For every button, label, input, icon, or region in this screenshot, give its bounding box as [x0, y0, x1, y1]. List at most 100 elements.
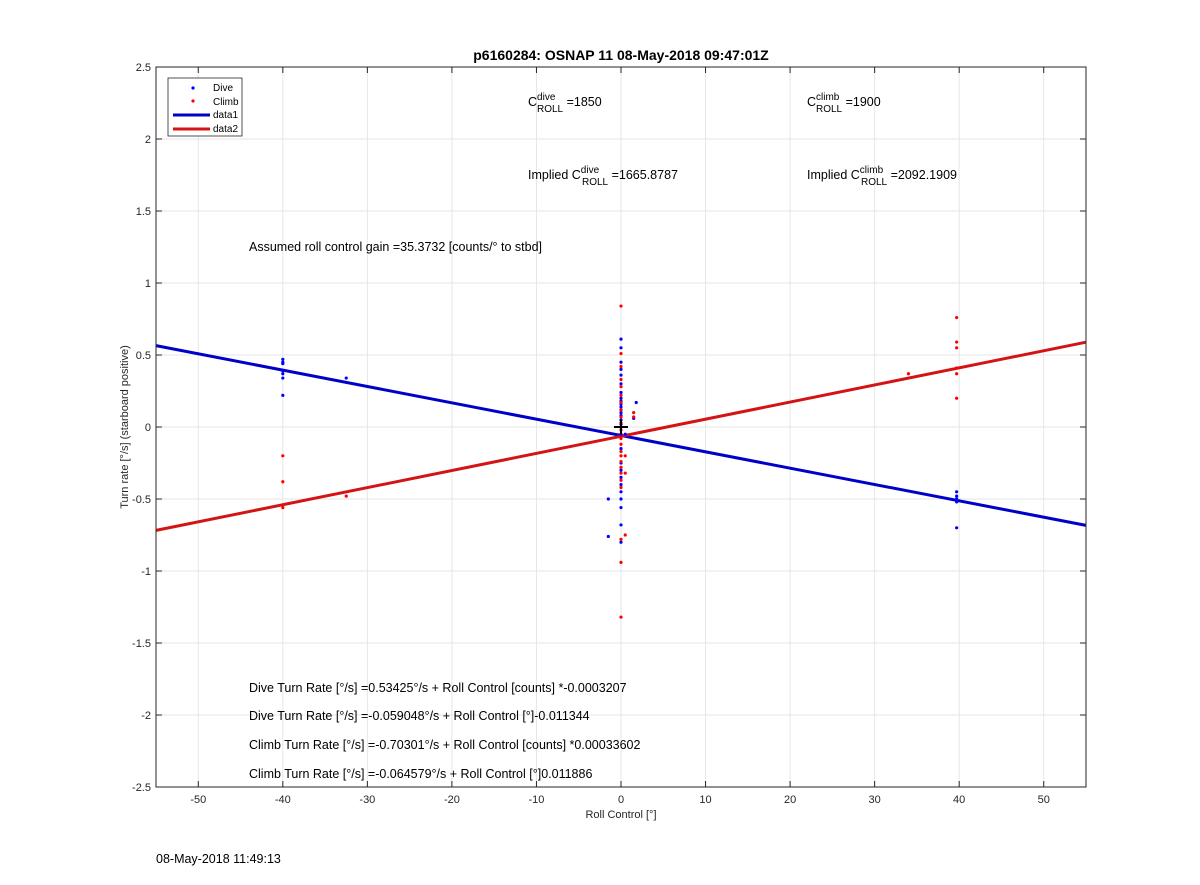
dive-point: [281, 372, 285, 376]
climb-point: [955, 366, 959, 370]
climb-point: [619, 415, 623, 419]
climb-point: [623, 471, 627, 475]
dive-point: [619, 405, 623, 409]
implied-climb-sub: ROLL: [861, 177, 888, 188]
climb-point: [906, 372, 911, 376]
climb-point: [619, 478, 623, 482]
climb-point: [632, 415, 636, 419]
dive-point: [281, 393, 285, 397]
climb-point: [619, 304, 623, 308]
dive-point: [623, 432, 627, 436]
climb-equation-counts: Climb Turn Rate [°/s] =-0.70301°/s + Rol…: [249, 738, 641, 752]
x-tick-label: 20: [784, 794, 796, 806]
y-tick-label: -0.5: [132, 494, 151, 506]
c-climb-prefix: C: [807, 95, 816, 109]
x-tick-label: 50: [1038, 794, 1050, 806]
x-tick-label: -30: [359, 794, 375, 806]
fit-line-data2: [155, 340, 1087, 532]
legend-dive-marker: [191, 86, 195, 90]
dive-point: [281, 357, 285, 361]
c-dive-value: =1850: [563, 95, 602, 109]
roll-gain-annotation: Assumed roll control gain =35.3732 [coun…: [249, 240, 542, 254]
legend-data2-label: data2: [213, 124, 238, 135]
c-dive-sup: dive: [537, 92, 556, 103]
climb-point: [619, 436, 623, 441]
y-tick-label: -1.5: [132, 638, 151, 650]
dive-point: [281, 362, 285, 366]
dive-point: [619, 367, 623, 371]
implied-dive-sup: dive: [581, 165, 600, 176]
x-tick-label: 0: [618, 794, 624, 806]
dive-equation-counts: Dive Turn Rate [°/s] =0.53425°/s + Roll …: [249, 681, 627, 695]
legend-climb-label: Climb: [213, 97, 239, 108]
climb-point: [632, 411, 636, 415]
y-tick-label: -1: [141, 566, 151, 578]
climb-point: [955, 372, 959, 376]
climb-point: [623, 533, 627, 537]
climb-point: [619, 560, 623, 564]
implied-climb-sup: climb: [860, 165, 884, 176]
climb-point: [619, 393, 623, 397]
dive-equation-degrees: Dive Turn Rate [°/s] =-0.059048°/s + Rol…: [249, 709, 590, 723]
c-climb-value: =1900: [842, 95, 881, 109]
x-tick-label: 10: [699, 794, 711, 806]
dive-point: [619, 475, 623, 479]
x-tick-label: -40: [275, 794, 291, 806]
legend-climb-marker: [191, 99, 195, 103]
footer-timestamp: 08-May-2018 11:49:13: [156, 852, 281, 866]
dive-point: [955, 497, 959, 501]
y-tick-label: 1.5: [136, 206, 151, 218]
implied-dive-value: =1665.8787: [608, 168, 678, 182]
dive-point: [619, 360, 623, 364]
climb-point: [619, 465, 623, 469]
dive-point: [606, 497, 610, 501]
dive-point: [281, 369, 285, 373]
implied-climb-value: =2092.1909: [887, 168, 957, 182]
scatter-points: [281, 304, 959, 619]
dive-point: [606, 534, 610, 539]
axis-ticks: -50 -40 -30 -20 -10 0 10 20 30 40 50-2.5-2-1.5-1-0…: [132, 62, 1086, 806]
y-tick-label: 1: [145, 278, 151, 290]
c-dive-prefix: C: [528, 95, 537, 109]
climb-point: [281, 480, 285, 484]
implied-dive-prefix: Implied C: [528, 168, 581, 182]
x-tick-label: 30: [869, 794, 881, 806]
implied-c-roll-climb-annotation: Implied Cclimb ROLL =2092.1909: [807, 165, 957, 188]
origin-cross-marker: [614, 420, 628, 434]
dive-point: [619, 373, 623, 377]
implied-c-roll-dive-annotation: Implied Cdive ROLL =1665.8787: [528, 165, 678, 188]
climb-point: [619, 385, 623, 389]
climb-point: [619, 471, 623, 475]
dive-point: [955, 494, 959, 498]
y-tick-label: 0.5: [136, 350, 151, 362]
implied-dive-sub: ROLL: [582, 177, 609, 188]
dive-point: [955, 500, 959, 504]
x-tick-label: -50: [190, 794, 206, 806]
x-tick-label: -10: [529, 794, 545, 806]
climb-point: [619, 485, 623, 490]
c-roll-climb-annotation: Cclimb ROLL =1900: [807, 92, 881, 115]
legend-box: [167, 77, 243, 137]
climb-point: [955, 340, 959, 344]
y-tick-label: 0: [145, 422, 151, 434]
c-dive-sub: ROLL: [537, 104, 564, 115]
dive-point: [619, 390, 623, 395]
dive-point: [619, 346, 623, 350]
dive-point: [619, 523, 623, 527]
dive-point: [619, 540, 623, 544]
chart-title: p6160284: OSNAP 11 08-May-2018 09:47:01Z: [473, 47, 769, 63]
c-climb-sub: ROLL: [816, 104, 843, 115]
dive-point: [619, 490, 623, 494]
dive-point: [619, 506, 623, 510]
climb-point: [955, 396, 959, 400]
climb-point: [619, 459, 623, 464]
climb-point: [619, 400, 623, 405]
dive-point: [619, 483, 623, 487]
x-tick-label: 40: [953, 794, 965, 806]
climb-equation-degrees: Climb Turn Rate [°/s] =-0.064579°/s + Ro…: [249, 767, 592, 781]
dive-point: [344, 376, 348, 380]
y-tick-label: -2.5: [132, 782, 151, 794]
climb-point: [619, 449, 623, 454]
climb-point: [344, 494, 348, 498]
